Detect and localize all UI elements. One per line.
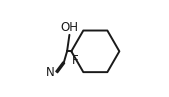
Text: F: F [72,54,79,67]
Text: N: N [46,66,55,79]
Text: OH: OH [61,21,78,34]
